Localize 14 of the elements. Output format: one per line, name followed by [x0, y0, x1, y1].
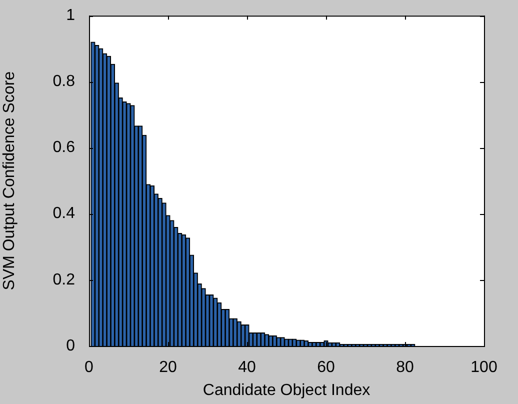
x-tick-label: 80	[396, 359, 414, 376]
x-axis-title: Candidate Object Index	[202, 382, 370, 399]
x-tick-label: 0	[84, 359, 94, 376]
y-tick-label: 0.8	[52, 73, 76, 90]
y-tick-label: 0.2	[52, 271, 76, 288]
y-axis-title: SVM Output Confidence Score	[1, 71, 18, 290]
x-tick-label: 60	[317, 359, 335, 376]
y-tick-label: 0.4	[52, 205, 76, 222]
x-tick-label: 40	[238, 359, 256, 376]
x-tick-label: 20	[159, 359, 177, 376]
x-tick-label: 100	[470, 359, 498, 376]
y-tick-label: 0.6	[52, 139, 76, 156]
y-tick-label: 1	[66, 7, 76, 24]
y-tick-label: 0	[66, 337, 76, 354]
